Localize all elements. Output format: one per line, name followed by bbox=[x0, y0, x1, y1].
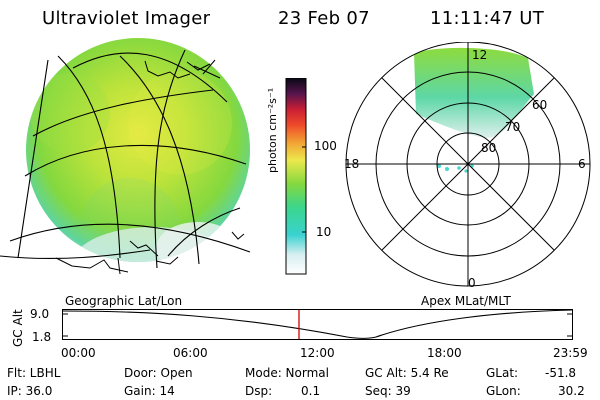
polar-mlt-12: 12 bbox=[472, 48, 488, 62]
geographic-label: Geographic Lat/Lon bbox=[65, 294, 183, 308]
door-status: Door: Open bbox=[124, 366, 193, 380]
ip-value: IP: 36.0 bbox=[7, 384, 53, 398]
altitude-xtick-1800: 18:00 bbox=[427, 346, 462, 360]
date-label: 23 Feb 07 bbox=[278, 8, 370, 29]
altitude-plot bbox=[62, 309, 573, 340]
instrument-title: Ultraviolet Imager bbox=[42, 8, 211, 29]
polar-lat-80: 80 bbox=[481, 141, 497, 155]
geographic-texture bbox=[30, 71, 240, 262]
colorbar bbox=[285, 78, 307, 275]
polar-mlt-0: 0 bbox=[468, 276, 476, 290]
polar-lat-60: 60 bbox=[532, 98, 548, 112]
geographic-aurora-disk bbox=[26, 38, 250, 262]
polar-aurora-wedge bbox=[414, 47, 534, 138]
colorbar-gradient bbox=[285, 78, 307, 275]
glon-label: GLon: bbox=[486, 384, 521, 398]
altitude-xtick-2359: 23:59 bbox=[553, 346, 588, 360]
altitude-xtick-0000: 00:00 bbox=[61, 346, 96, 360]
polar-mlt-6: 6 bbox=[578, 157, 586, 171]
gc-altitude: GC Alt: 5.4 Re bbox=[365, 366, 449, 380]
polar-grid bbox=[345, 42, 591, 287]
colorbar-tick-10: 10 bbox=[316, 225, 332, 239]
gain-value: Gain: 14 bbox=[124, 384, 175, 398]
filter-value: Flt: LBHL bbox=[7, 366, 61, 380]
dsp-value: 0.1 bbox=[301, 384, 321, 398]
mode-value: Mode: Normal bbox=[245, 366, 329, 380]
glon-value: 30.2 bbox=[558, 384, 585, 398]
altitude-xtick-0600: 06:00 bbox=[173, 346, 208, 360]
colorbar-tick-100: 100 bbox=[314, 139, 337, 153]
polar-map bbox=[345, 42, 591, 287]
geographic-grid-lines bbox=[0, 49, 251, 269]
polar-lat-70: 70 bbox=[505, 120, 521, 134]
glat-value: -51.8 bbox=[545, 366, 577, 380]
altitude-ytick-1-8: 1.8 bbox=[32, 330, 52, 344]
geographic-coastlines bbox=[55, 59, 245, 275]
geographic-map bbox=[0, 38, 251, 275]
sequence-value: Seq: 39 bbox=[365, 384, 411, 398]
altitude-curve bbox=[62, 309, 573, 340]
time-label: 11:11:47 UT bbox=[430, 8, 545, 29]
apex-label: Apex MLat/MLT bbox=[421, 294, 511, 308]
altitude-ytick-9: 9.0 bbox=[30, 307, 50, 321]
dsp-label: Dsp: bbox=[245, 384, 273, 398]
altitude-ylabel: GC Alt bbox=[11, 309, 25, 347]
polar-mlt-18: 18 bbox=[344, 157, 360, 171]
altitude-xtick-1200: 12:00 bbox=[300, 346, 335, 360]
glat-label: GLat: bbox=[486, 366, 519, 380]
colorbar-unit-label: photon cm⁻²s⁻¹ bbox=[266, 87, 279, 173]
